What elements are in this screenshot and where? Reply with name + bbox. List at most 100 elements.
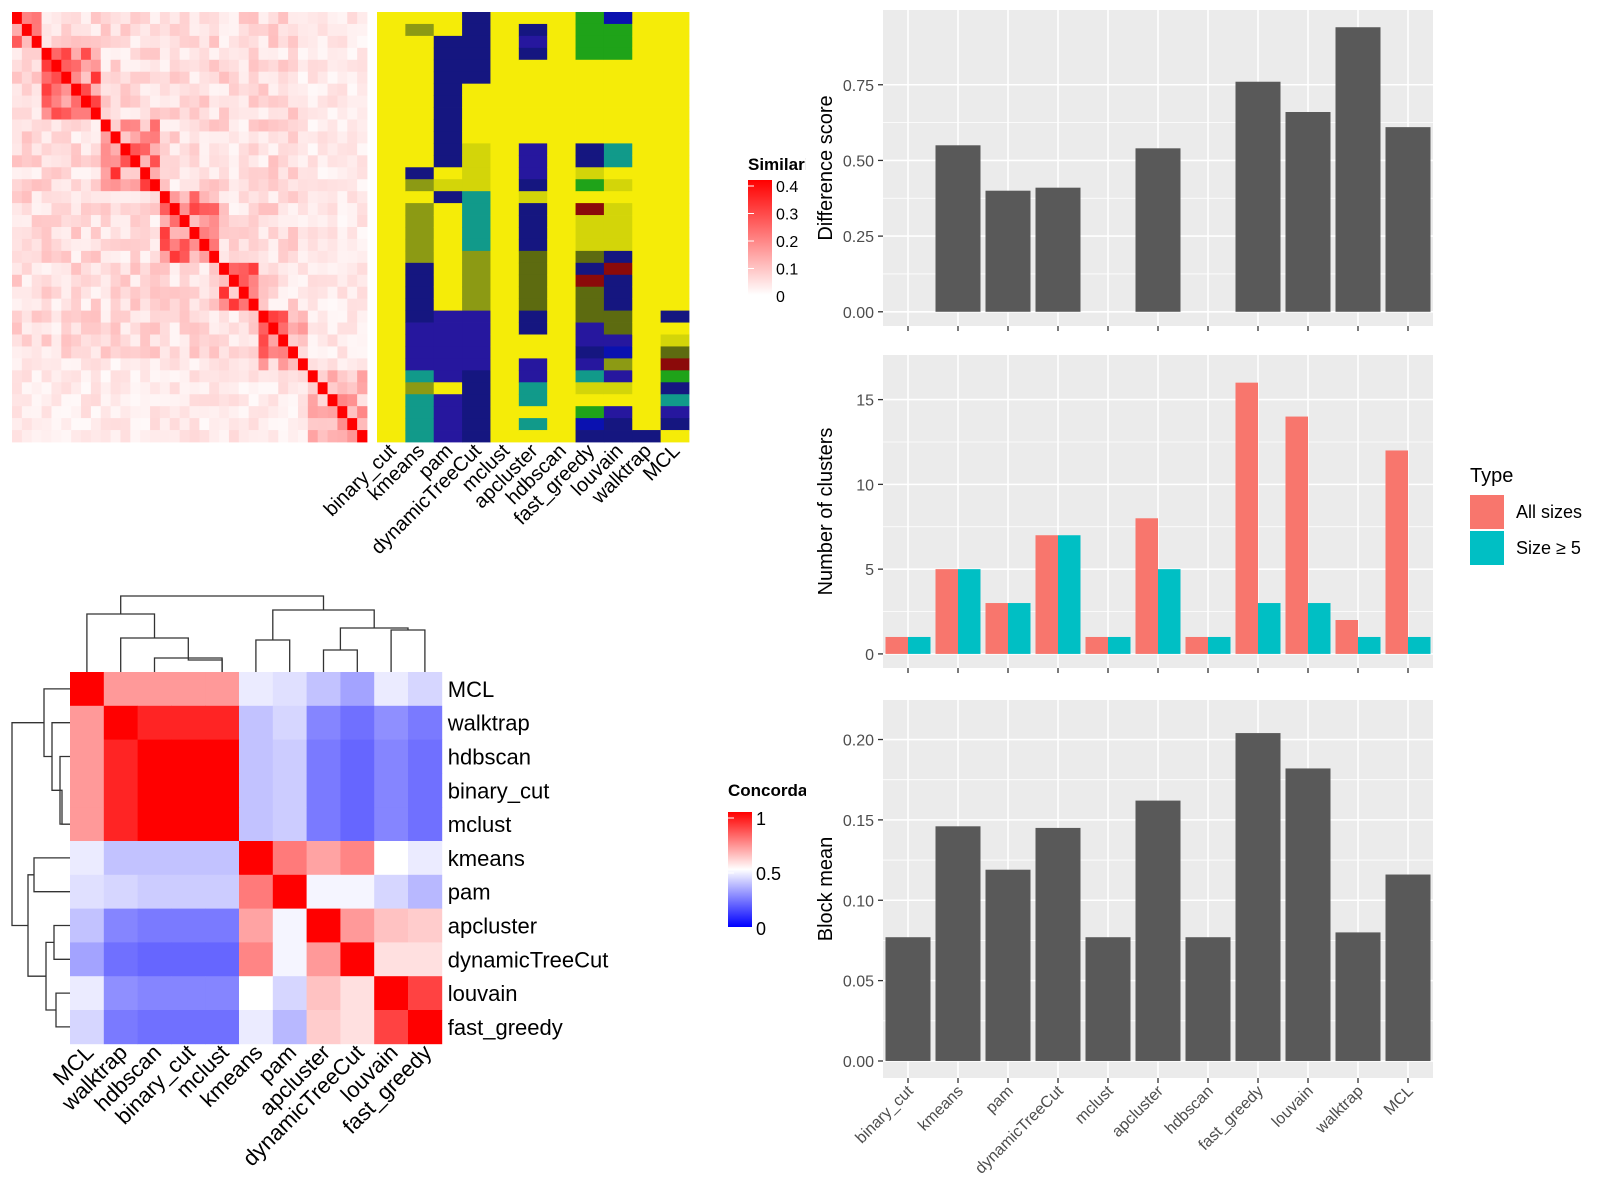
assignment-cell [462, 95, 491, 108]
assignment-cell [603, 59, 633, 73]
similarity-cell [140, 358, 151, 371]
similarity-cell [159, 286, 171, 300]
similarity-cell [238, 394, 250, 407]
similarity-cell [169, 382, 181, 395]
assignment-cell [632, 179, 662, 192]
similarity-cell [120, 227, 131, 240]
similarity-cell [120, 71, 131, 85]
assignment-cell [518, 167, 548, 180]
similarity-cell [120, 203, 131, 216]
assignment-cell [603, 382, 633, 395]
assignment-cell [547, 346, 576, 359]
similarity-cell [268, 310, 279, 323]
similarity-cell [189, 23, 200, 37]
similarity-cell [120, 370, 131, 383]
similarity-cell [179, 334, 190, 347]
assignment-cell [632, 310, 662, 323]
similarity-cell [248, 191, 259, 204]
similarity-cell [169, 47, 181, 61]
similarity-cell [61, 286, 72, 300]
similarity-cell [110, 131, 121, 144]
similarity-cell [327, 262, 338, 276]
similarity-cell [238, 155, 250, 168]
similarity-cell [110, 382, 121, 395]
similarity-cell [150, 155, 161, 168]
similarity-cell [268, 71, 279, 85]
similarity-cell [219, 227, 230, 240]
similarity-cell [189, 334, 200, 347]
similarity-cell [150, 71, 161, 85]
y-tick-label: 0.00 [843, 305, 874, 322]
similarity-cell [337, 107, 348, 120]
similarity-cell [317, 59, 328, 73]
similarity-cell [130, 107, 141, 120]
similarity-cell [357, 382, 368, 395]
similarity-cell [159, 35, 171, 49]
similarity-cell [12, 179, 23, 192]
similarity-cell [120, 59, 131, 73]
similarity-cell [288, 298, 299, 312]
concordance-legend-tick: 1 [756, 809, 766, 829]
similarity-cell [41, 262, 52, 276]
similarity-cell [110, 334, 121, 347]
assignment-cell [462, 71, 491, 85]
concordance-column-labels: MCLwalktraphdbscanbinary_cutmclustkmeans… [48, 1040, 437, 1171]
similarity-cell [248, 382, 259, 395]
concordance-cell [239, 739, 274, 774]
similarity-cell [61, 250, 72, 264]
assignment-cell [462, 298, 491, 312]
assignment-cell [433, 95, 463, 108]
assignment-cell [518, 262, 548, 276]
similarity-cell [209, 238, 220, 252]
similarity-cell [120, 107, 131, 120]
assignment-cell [603, 203, 633, 216]
similarity-cell [357, 23, 368, 37]
similarity-cell [258, 227, 269, 240]
similarity-cell [199, 370, 210, 383]
similarity-cell [248, 167, 259, 180]
similarity-cell [189, 286, 200, 300]
concordance-cell [340, 1010, 375, 1045]
similarity-cell [90, 286, 102, 300]
similarity-cell [347, 334, 358, 347]
similarity-cell [199, 143, 210, 156]
concordance-cell [340, 908, 375, 943]
similarity-cell [297, 334, 309, 347]
assignment-cell [518, 286, 548, 300]
similarity-cell [140, 227, 151, 240]
concordance-cell [70, 739, 105, 774]
similarity-cell [61, 167, 72, 180]
bar-size-ge-5 [1408, 636, 1431, 654]
concordance-cell [306, 942, 341, 977]
similarity-cell [357, 262, 368, 276]
assignment-cell [433, 191, 463, 204]
similarity-cell [238, 322, 250, 335]
concordance-cell [137, 874, 172, 909]
similarity-cell [337, 167, 348, 180]
bar [935, 145, 981, 312]
similarity-cell [110, 310, 121, 323]
similarity-cell [120, 35, 131, 49]
similarity-cell [357, 250, 368, 264]
assignment-cell [603, 286, 633, 300]
similarity-cell [209, 47, 220, 61]
similarity-cell [31, 238, 42, 252]
similarity-cell [21, 298, 33, 312]
assignment-cell [405, 382, 435, 395]
cluster-assignment-heatmap [377, 12, 690, 443]
similarity-cell [71, 286, 82, 300]
similarity-cell [228, 143, 240, 156]
similarity-cell [31, 370, 42, 383]
similarity-cell [100, 430, 112, 443]
similarity-cell [110, 191, 121, 204]
assignment-cell [377, 346, 406, 359]
similarity-cell [120, 310, 131, 323]
similarity-cell [41, 286, 52, 300]
similarity-cell [189, 227, 200, 240]
similarity-cell [90, 167, 102, 180]
similarity-cell [278, 203, 289, 216]
similarity-cell [357, 346, 368, 359]
similarity-cell [327, 131, 338, 144]
similarity-cell [268, 59, 279, 73]
